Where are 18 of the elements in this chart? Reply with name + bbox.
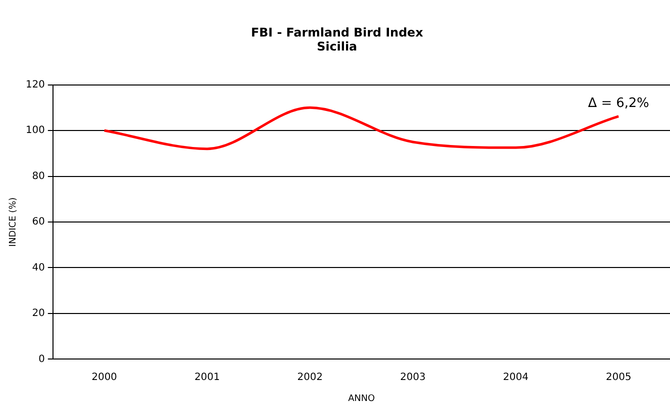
y-tick-label: 60: [32, 216, 45, 228]
y-axis-title: INDICE (%): [8, 197, 19, 247]
x-tick-label: 2001: [194, 372, 220, 383]
x-tick-label: 2005: [606, 372, 632, 383]
chart-subtitle: Sicilia: [316, 40, 358, 54]
x-tick-label: 2003: [400, 372, 426, 383]
y-tick-label: 80: [32, 170, 45, 182]
y-tick-label: 0: [38, 354, 45, 365]
x-tick-label: 2002: [297, 372, 323, 383]
annotation: Δ = 6,2%: [588, 96, 650, 112]
y-tick-label: 40: [32, 262, 45, 274]
chart-title: FBI - Farmland Bird Index: [250, 25, 424, 40]
x-axis-title: ANNO: [348, 394, 375, 404]
y-tick-label: 100: [26, 125, 45, 136]
y-tick-label: 20: [32, 308, 45, 320]
x-tick-label: 2000: [92, 372, 118, 383]
x-tick-label: 2004: [502, 372, 528, 383]
y-tick-label: 120: [26, 79, 45, 90]
